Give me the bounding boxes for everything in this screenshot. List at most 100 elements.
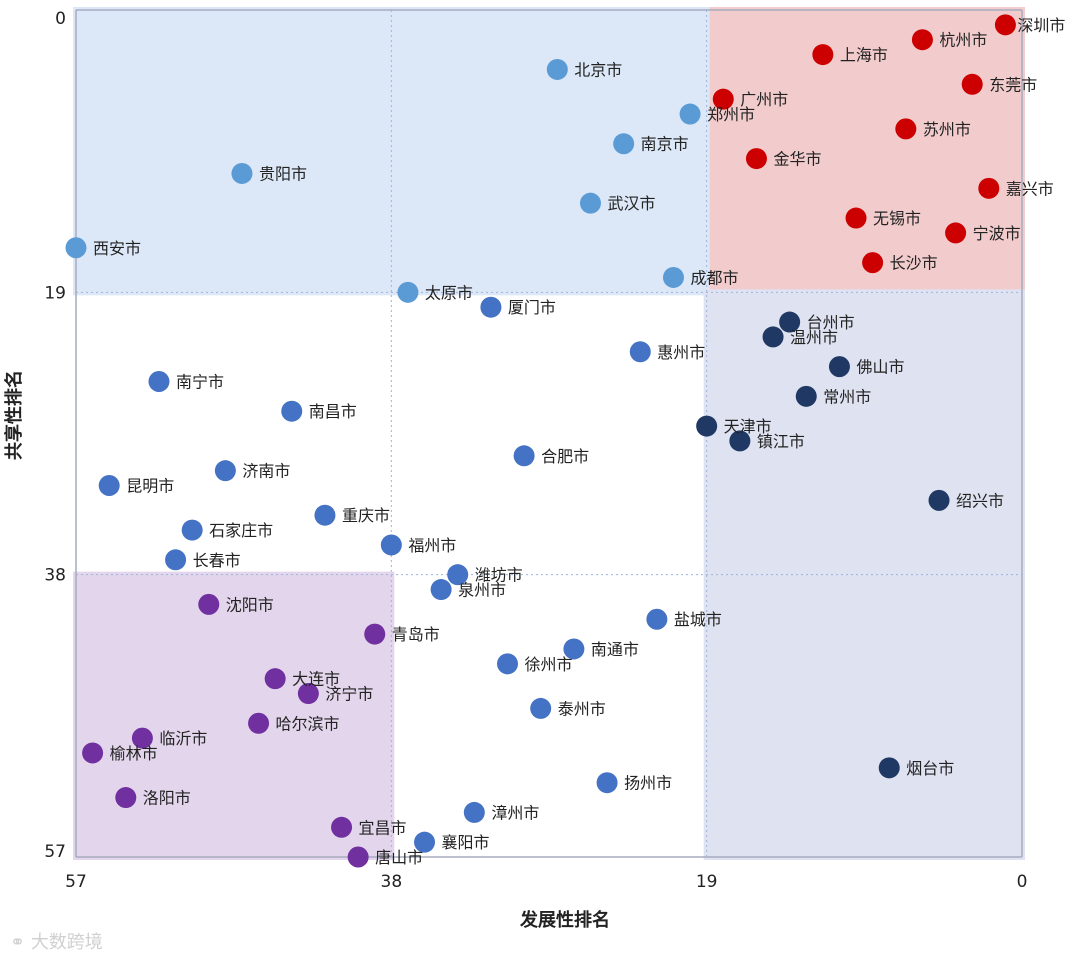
x-axis-title: 发展性排名 [519, 909, 610, 931]
y-axis-title: 共享性排名 [3, 370, 25, 460]
data-point-0-6 [745, 148, 767, 170]
point-label-4-5: 临沂市 [159, 729, 207, 748]
quadrant-3 [73, 571, 395, 860]
x-tick-label-1: 38 [381, 872, 403, 892]
point-label-3-3: 常州市 [823, 387, 871, 406]
data-point-0-5 [895, 118, 917, 140]
data-point-0-3 [961, 73, 983, 95]
data-point-4-4 [248, 712, 270, 734]
point-label-0-3: 东莞市 [989, 75, 1037, 94]
data-point-2-5 [214, 460, 236, 482]
point-label-2-7: 重庆市 [342, 506, 390, 525]
point-label-1-1: 郑州市 [707, 105, 755, 124]
y-tick-label-0: 0 [55, 9, 66, 29]
point-label-2-11: 潍坊市 [475, 566, 523, 585]
point-label-2-8: 石家庄市 [209, 521, 273, 540]
point-label-4-6: 榆林市 [110, 744, 158, 763]
data-point-0-2 [812, 44, 834, 66]
point-label-2-14: 南通市 [591, 640, 639, 659]
point-label-0-9: 宁波市 [973, 224, 1021, 243]
point-label-0-1: 杭州市 [939, 31, 987, 50]
point-label-0-7: 嘉兴市 [1006, 179, 1054, 198]
data-point-3-6 [928, 489, 950, 511]
point-label-2-16: 泰州市 [558, 699, 606, 718]
point-label-3-1: 温州市 [790, 328, 838, 347]
point-label-0-2: 上海市 [840, 46, 888, 65]
data-point-4-1 [364, 623, 386, 645]
point-label-2-10: 长春市 [193, 551, 241, 570]
point-label-4-3: 济宁市 [325, 685, 373, 704]
point-label-4-0: 沈阳市 [226, 595, 274, 614]
data-point-3-7 [878, 757, 900, 779]
data-point-2-18 [463, 801, 485, 823]
data-point-1-2 [613, 133, 635, 155]
x-tick-label-0: 57 [65, 872, 87, 892]
data-point-4-7 [115, 787, 137, 809]
point-label-2-5: 济南市 [242, 462, 290, 481]
point-label-0-10: 长沙市 [890, 254, 938, 273]
point-label-2-13: 盐城市 [674, 610, 722, 629]
data-point-4-6 [82, 742, 104, 764]
point-label-3-5: 镇江市 [757, 432, 805, 451]
data-point-1-4 [579, 192, 601, 214]
data-point-4-8 [331, 816, 353, 838]
data-point-0-9 [945, 222, 967, 244]
data-point-4-9 [347, 846, 369, 868]
data-point-2-0 [480, 296, 502, 318]
data-point-1-7 [397, 281, 419, 303]
x-tick-label-3: 0 [1017, 872, 1028, 892]
point-label-2-17: 扬州市 [624, 774, 672, 793]
point-label-2-18: 漳州市 [491, 803, 539, 822]
data-point-1-5 [65, 237, 87, 259]
point-label-2-12: 泉州市 [458, 581, 506, 600]
point-label-2-2: 南宁市 [176, 372, 224, 391]
data-point-2-10 [165, 549, 187, 571]
watermark: ⚭ 大数跨境 [10, 928, 103, 954]
data-point-2-12 [430, 579, 452, 601]
y-tick-label-3: 57 [44, 842, 66, 862]
data-point-0-0 [994, 14, 1016, 36]
point-label-4-4: 哈尔滨市 [276, 714, 340, 733]
data-point-1-6 [662, 266, 684, 288]
data-point-2-16 [530, 697, 552, 719]
point-label-4-2: 大连市 [292, 670, 340, 689]
data-point-3-1 [762, 326, 784, 348]
data-point-0-7 [978, 177, 1000, 199]
point-label-1-7: 太原市 [425, 283, 473, 302]
data-point-2-14 [563, 638, 585, 660]
data-point-2-8 [181, 519, 203, 541]
data-point-2-4 [513, 445, 535, 467]
point-label-2-15: 徐州市 [525, 655, 573, 674]
point-label-2-9: 福州市 [408, 536, 456, 555]
data-point-2-19 [414, 831, 436, 853]
point-label-1-5: 西安市 [93, 239, 141, 258]
point-label-0-0: 深圳市 [1017, 16, 1065, 35]
data-point-2-7 [314, 504, 336, 526]
point-label-1-6: 成都市 [690, 268, 738, 287]
data-point-2-9 [380, 534, 402, 556]
point-label-2-4: 合肥市 [541, 447, 589, 466]
data-point-1-1 [679, 103, 701, 125]
data-point-2-13 [646, 608, 668, 630]
point-label-2-0: 厦门市 [508, 298, 556, 317]
data-point-2-1 [629, 341, 651, 363]
data-point-4-2 [264, 668, 286, 690]
point-label-4-1: 青岛市 [392, 625, 440, 644]
data-point-0-4 [712, 88, 734, 110]
point-label-1-4: 武汉市 [607, 194, 655, 213]
point-label-0-8: 无锡市 [873, 209, 921, 228]
data-point-1-3 [231, 162, 253, 184]
point-label-3-4: 天津市 [724, 417, 772, 436]
data-point-3-4 [696, 415, 718, 437]
point-label-0-4: 广州市 [740, 90, 788, 109]
y-tick-label-2: 38 [44, 566, 66, 586]
point-label-0-5: 苏州市 [923, 120, 971, 139]
data-point-4-5 [131, 727, 153, 749]
data-point-2-11 [447, 564, 469, 586]
data-point-3-5 [729, 430, 751, 452]
point-label-1-0: 北京市 [574, 60, 622, 79]
data-point-3-3 [795, 385, 817, 407]
watermark-text: 大数跨境 [30, 932, 103, 953]
